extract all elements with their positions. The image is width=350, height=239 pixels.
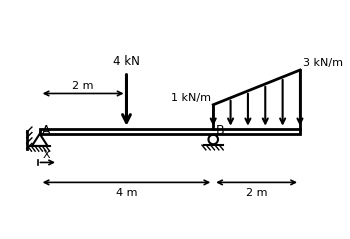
Text: 4 kN: 4 kN: [113, 55, 140, 68]
Text: 4 m: 4 m: [116, 188, 137, 198]
Text: 1 kN/m: 1 kN/m: [171, 92, 211, 103]
Bar: [40, 129, 300, 134]
Text: A: A: [42, 124, 51, 137]
Text: X: X: [42, 150, 50, 160]
Text: 2 m: 2 m: [246, 188, 267, 198]
Text: 2 m: 2 m: [72, 81, 94, 91]
Text: 3 kN/m: 3 kN/m: [303, 58, 343, 68]
Text: B: B: [216, 124, 224, 137]
